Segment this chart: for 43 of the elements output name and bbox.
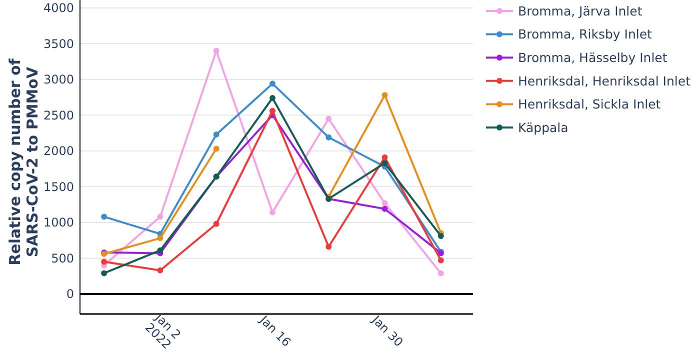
y-axis-title: Relative copy number of SARS-CoV-2 to PMMoV	[6, 58, 42, 266]
point	[157, 235, 164, 242]
point	[438, 233, 444, 240]
point	[213, 131, 220, 138]
legend-label: Bromma, Järva Inlet	[518, 3, 642, 18]
point	[101, 258, 108, 265]
point	[101, 214, 108, 220]
legend-label: Henriksdal, Henriksdal Inlet	[518, 73, 691, 88]
point	[269, 209, 276, 216]
point	[382, 92, 388, 98]
point	[213, 146, 220, 152]
y-tick-label: 0	[66, 287, 74, 302]
legend-label: Bromma, Riksby Inlet	[518, 26, 652, 42]
point	[382, 160, 388, 166]
point	[326, 134, 332, 140]
x-tick-label: Jan 16	[256, 312, 294, 350]
y-tick-label: 1000	[43, 216, 74, 230]
y-tick-label: 2500	[43, 108, 74, 122]
y-tick-label: 3500	[43, 36, 74, 51]
point	[213, 220, 220, 227]
point	[101, 270, 108, 276]
point	[157, 247, 164, 254]
point	[157, 214, 164, 220]
legend-label: Henriksdal, Sickla Inlet	[518, 96, 661, 112]
y-tick-label: 1500	[43, 180, 74, 194]
y-tick-label: 500	[51, 251, 74, 266]
point	[382, 154, 388, 160]
point	[269, 108, 276, 114]
y-tick-label: 3000	[43, 72, 74, 87]
point	[269, 94, 276, 101]
point	[269, 80, 276, 87]
point	[438, 270, 444, 276]
point	[326, 116, 332, 122]
point	[326, 244, 332, 250]
legend-label: Käppala	[518, 120, 568, 135]
y-tick-label: 2000	[43, 144, 74, 158]
point	[382, 200, 388, 206]
point	[382, 206, 388, 212]
x-tick-label: Jan 30	[368, 312, 406, 350]
legend-label: Bromma, Hässelby Inlet	[518, 50, 668, 65]
y-tick-label: 4000	[43, 1, 74, 16]
point	[438, 257, 444, 264]
point	[157, 267, 164, 274]
